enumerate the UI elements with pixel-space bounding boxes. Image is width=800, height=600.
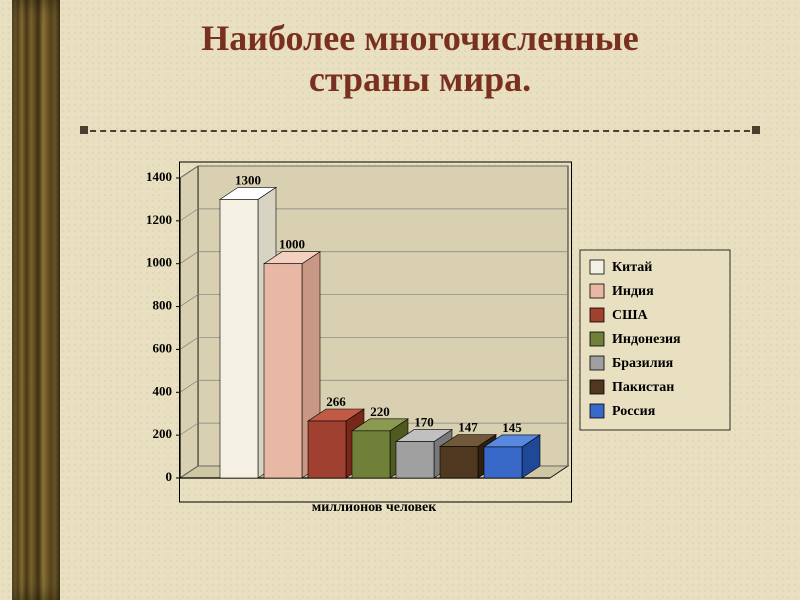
legend-label: Бразилия [612, 356, 674, 371]
legend-label: США [612, 308, 648, 323]
population-chart: 0 200 400 600 800 1000 1200 1400 1300 1000 266 220 1… [110, 160, 750, 550]
bar-value-label: 266 [326, 394, 346, 409]
legend-swatch [590, 356, 604, 370]
chart-svg: 0 200 400 600 800 1000 1200 1400 1300 1000 266 220 1… [110, 160, 750, 550]
bar-value-label: 1000 [279, 237, 305, 252]
legend-label: Китай [612, 260, 652, 275]
legend-label: Пакистан [612, 380, 674, 395]
y-tick-label: 0 [166, 469, 173, 484]
decorative-left-strip [12, 0, 60, 600]
bar-front [396, 442, 434, 478]
bar-value-label: 1300 [235, 172, 261, 187]
title-line-2: страны мира. [80, 59, 760, 100]
bar-value-label: 145 [502, 420, 522, 435]
y-tick-label: 1200 [146, 212, 172, 227]
divider [80, 130, 760, 134]
bar-front [220, 199, 258, 478]
y-tick-label: 200 [153, 426, 173, 441]
bar-front [264, 264, 302, 478]
bar-value-label: 170 [414, 415, 434, 430]
title-line-1: Наиболее многочисленные [80, 18, 760, 59]
y-tick-label: 1400 [146, 169, 172, 184]
legend-swatch [590, 260, 604, 274]
slide: Наиболее многочисленные страны мира. 0 20… [0, 0, 800, 600]
chart-side-wall [180, 166, 198, 478]
y-tick-label: 800 [153, 298, 173, 313]
legend-swatch [590, 308, 604, 322]
x-axis-label: миллионов человек [312, 500, 438, 515]
y-tick-label: 600 [153, 340, 173, 355]
bar-front [484, 447, 522, 478]
legend-swatch [590, 284, 604, 298]
y-tick-label: 1000 [146, 255, 172, 270]
bar-front [440, 447, 478, 479]
legend-swatch [590, 404, 604, 418]
bar-front [352, 431, 390, 478]
legend-swatch [590, 380, 604, 394]
legend-label: Индия [612, 284, 654, 299]
legend-label: Индонезия [612, 332, 681, 347]
legend-label: Россия [612, 404, 656, 419]
bar-front [308, 421, 346, 478]
bar-value-label: 220 [370, 404, 390, 419]
y-tick-label: 400 [153, 383, 173, 398]
bar-value-label: 147 [458, 419, 478, 434]
legend-swatch [590, 332, 604, 346]
page-title: Наиболее многочисленные страны мира. [80, 18, 760, 101]
